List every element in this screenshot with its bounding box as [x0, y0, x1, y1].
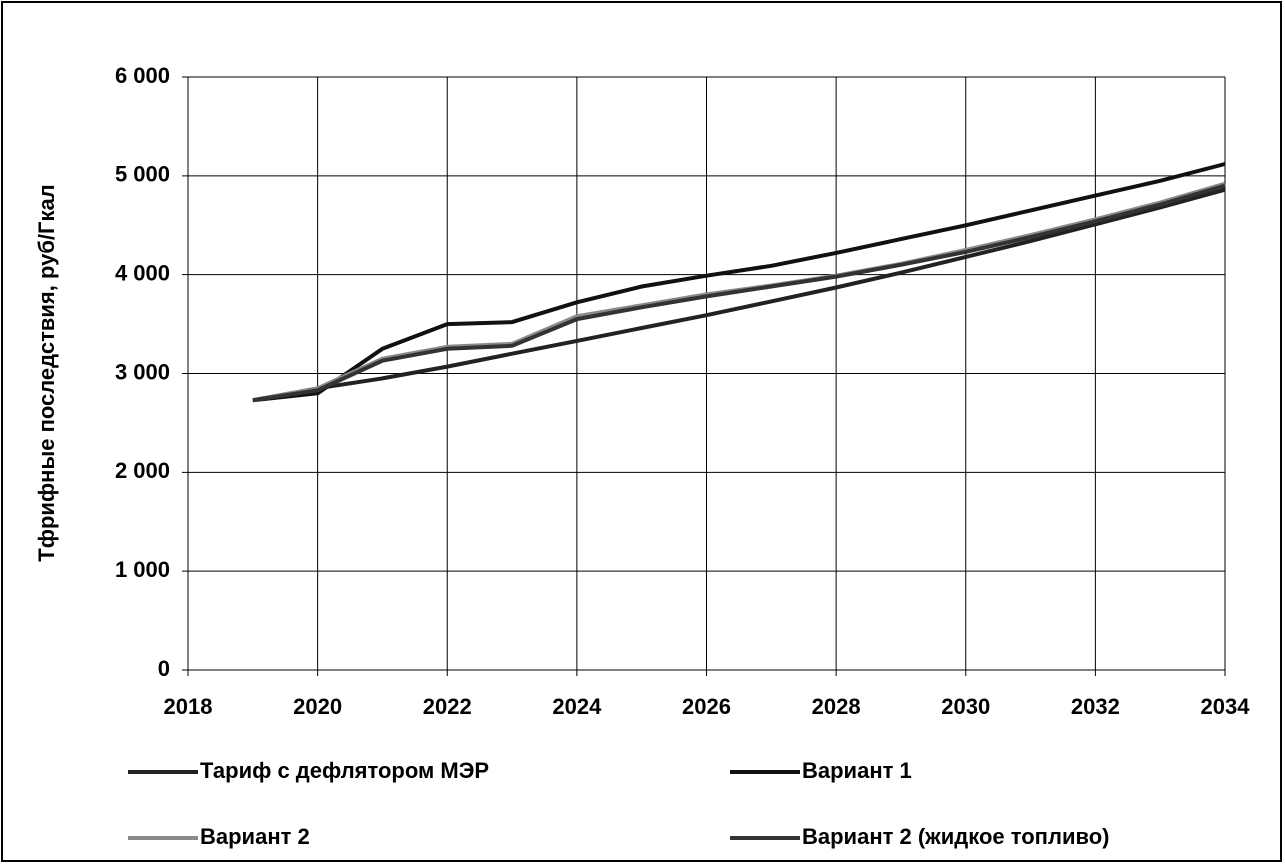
- legend-label: Вариант 2 (жидкое топливо): [802, 824, 1109, 849]
- y-tick-label: 3 000: [115, 359, 170, 384]
- line: [252, 187, 1226, 403]
- line: [252, 162, 1226, 403]
- x-tick-label: 2026: [682, 694, 731, 719]
- x-tick-label: 2034: [1201, 694, 1251, 719]
- x-tick-label: 2022: [423, 694, 472, 719]
- y-tick-label: 4 000: [115, 260, 170, 285]
- legend-label: Тариф с дефлятором МЭР: [200, 758, 489, 783]
- y-tick-label: 0: [158, 656, 170, 681]
- y-tick-label: 2 000: [115, 458, 170, 483]
- legend-label: Вариант 1: [802, 758, 912, 783]
- y-tick-label: 6 000: [115, 63, 170, 88]
- x-tick-label: 2032: [1071, 694, 1120, 719]
- y-tick-label: 5 000: [115, 162, 170, 187]
- x-tick-label: 2018: [164, 694, 213, 719]
- x-tick-label: 2030: [941, 694, 990, 719]
- legend-label: Вариант 2: [200, 824, 310, 849]
- x-tick-label: 2020: [293, 694, 342, 719]
- x-tick-label: 2024: [552, 694, 602, 719]
- line: [252, 183, 1226, 403]
- y-tick-label: 1 000: [115, 557, 170, 582]
- x-tick-label: 2028: [812, 694, 861, 719]
- y-axis-label: Тфрифные последствия, руб/Гкал: [34, 184, 59, 562]
